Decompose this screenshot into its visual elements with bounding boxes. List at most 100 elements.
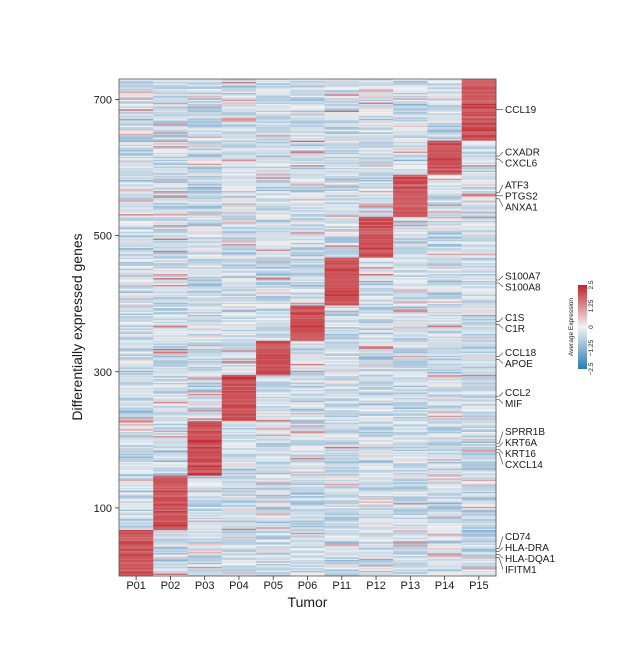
heatmap-cell: [427, 182, 463, 185]
heatmap-cell: [324, 235, 360, 238]
heatmap-cell: [358, 321, 394, 324]
heatmap-cell: [427, 453, 463, 456]
heatmap-cell: [187, 96, 223, 99]
heatmap-cell: [324, 509, 360, 511]
heatmap-cell: [256, 96, 291, 99]
heatmap-cell: [187, 303, 223, 306]
heatmap-cell: [427, 79, 463, 81]
heatmap-cell: [290, 358, 325, 360]
heatmap-cell: [324, 348, 360, 351]
heatmap-cell: [221, 385, 257, 388]
heatmap-cell: [290, 492, 325, 495]
heatmap-cell: [187, 125, 223, 128]
heatmap-cell: [324, 505, 360, 507]
heatmap-cell: [461, 554, 497, 556]
heatmap-cell: [119, 556, 154, 559]
heatmap-cell: [324, 405, 360, 408]
gene-label: KRT6A: [505, 438, 537, 449]
heatmap-cell: [256, 498, 291, 501]
heatmap-cell: [290, 491, 325, 494]
heatmap-cell: [119, 362, 154, 364]
heatmap-cell: [324, 469, 360, 472]
heatmap-cell: [427, 96, 463, 99]
heatmap-cell: [290, 456, 325, 458]
heatmap-cell: [461, 99, 497, 102]
heatmap-cell: [119, 363, 154, 366]
heatmap-cell: [393, 510, 428, 513]
heatmap-cell: [427, 457, 463, 460]
heatmap-cell: [221, 106, 257, 108]
heatmap-cell: [256, 486, 291, 488]
heatmap-cell: [290, 217, 325, 220]
heatmap-cell: [324, 502, 360, 505]
heatmap-cell: [256, 377, 291, 379]
heatmap-cell: [358, 559, 394, 562]
heatmap-cell: [461, 418, 497, 420]
heatmap-cell: [221, 382, 257, 385]
heatmap-cell: [358, 471, 394, 473]
heatmap-cell: [427, 554, 463, 556]
heatmap-cell: [153, 294, 188, 296]
heatmap-cell: [187, 299, 223, 302]
heatmap-cell: [256, 182, 291, 185]
heatmap-cell: [153, 92, 188, 95]
heatmap-cell: [256, 295, 291, 298]
heatmap-cell: [358, 477, 394, 480]
heatmap-cell: [427, 574, 463, 577]
heatmap-cell: [324, 303, 360, 306]
heatmap-cell: [461, 499, 497, 502]
heatmap-cell: [290, 85, 325, 88]
heatmap-cell: [290, 141, 325, 144]
heatmap-cell: [324, 407, 360, 409]
heatmap-cell: [187, 381, 223, 383]
heatmap-cell: [119, 239, 154, 242]
heatmap-cell: [119, 167, 154, 170]
heatmap-cell: [393, 223, 428, 226]
heatmap-cell: [358, 360, 394, 363]
heatmap-cell: [358, 99, 394, 102]
heatmap-cell: [393, 567, 428, 570]
heatmap-cell: [153, 355, 188, 358]
heatmap-cell: [358, 548, 394, 551]
heatmap-cell: [358, 484, 394, 487]
heatmap-cell: [461, 506, 497, 509]
heatmap-cell: [153, 197, 188, 200]
heatmap-cell: [324, 487, 360, 490]
heatmap-cell: [290, 513, 325, 516]
heatmap-cell: [358, 524, 394, 526]
heatmap-cell: [221, 524, 257, 526]
heatmap-cell: [290, 269, 325, 272]
heatmap-cell: [358, 190, 394, 193]
heatmap-cell: [461, 382, 497, 385]
heatmap-cell: [187, 108, 223, 111]
heatmap-cell: [358, 249, 394, 251]
heatmap-cell: [221, 196, 257, 198]
heatmap-cell: [358, 441, 394, 443]
heatmap-cell: [256, 503, 291, 506]
heatmap-cell: [324, 291, 360, 294]
heatmap-cell: [427, 100, 463, 103]
heatmap-cell: [393, 172, 428, 175]
heatmap-cell: [427, 551, 463, 554]
heatmap-cell: [187, 144, 223, 147]
heatmap-cell: [221, 283, 257, 285]
heatmap-cell: [119, 79, 154, 81]
heatmap-cell: [256, 423, 291, 426]
heatmap-cell: [461, 396, 497, 398]
heatmap-cell: [427, 525, 463, 528]
heatmap-cell: [153, 330, 188, 333]
heatmap-cell: [290, 242, 325, 245]
heatmap-cell: [290, 567, 325, 570]
heatmap-cell: [324, 313, 360, 315]
heatmap-cell: [324, 121, 360, 123]
heatmap-cell: [187, 555, 223, 558]
heatmap-cell: [256, 103, 291, 106]
heatmap-cell: [119, 318, 154, 321]
heatmap-cell: [256, 480, 291, 483]
heatmap-cell: [256, 514, 291, 517]
heatmap-cell: [461, 126, 497, 129]
heatmap-cell: [393, 300, 428, 303]
heatmap-cell: [393, 374, 428, 377]
heatmap-cell: [256, 113, 291, 115]
